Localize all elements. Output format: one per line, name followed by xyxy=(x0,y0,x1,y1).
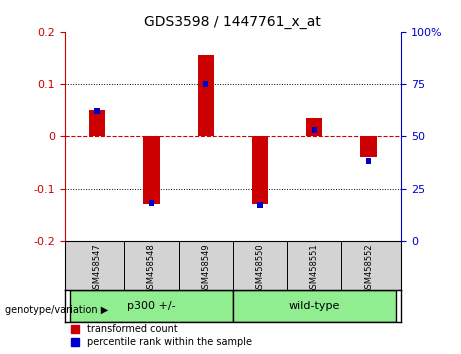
Legend: transformed count, percentile rank within the sample: transformed count, percentile rank withi… xyxy=(70,322,254,349)
Text: p300 +/-: p300 +/- xyxy=(127,301,176,311)
Bar xyxy=(70,290,233,322)
Title: GDS3598 / 1447761_x_at: GDS3598 / 1447761_x_at xyxy=(144,16,321,29)
Text: genotype/variation ▶: genotype/variation ▶ xyxy=(5,305,108,315)
Bar xyxy=(306,118,322,136)
Bar xyxy=(312,127,317,133)
Bar xyxy=(143,136,160,204)
Text: wild-type: wild-type xyxy=(289,301,340,311)
Bar xyxy=(95,108,100,114)
Bar xyxy=(197,55,214,136)
Bar xyxy=(257,202,263,209)
Bar xyxy=(361,136,377,157)
Bar xyxy=(203,81,208,87)
Text: GSM458552: GSM458552 xyxy=(364,243,373,294)
Text: GSM458551: GSM458551 xyxy=(310,243,319,294)
Bar xyxy=(89,110,105,136)
Text: GSM458548: GSM458548 xyxy=(147,243,156,294)
Text: GSM458549: GSM458549 xyxy=(201,243,210,294)
Bar xyxy=(148,200,154,206)
Bar xyxy=(233,290,396,322)
Text: GSM458547: GSM458547 xyxy=(93,243,101,294)
Bar xyxy=(366,158,371,165)
Bar xyxy=(252,136,268,204)
Text: GSM458550: GSM458550 xyxy=(255,243,265,294)
